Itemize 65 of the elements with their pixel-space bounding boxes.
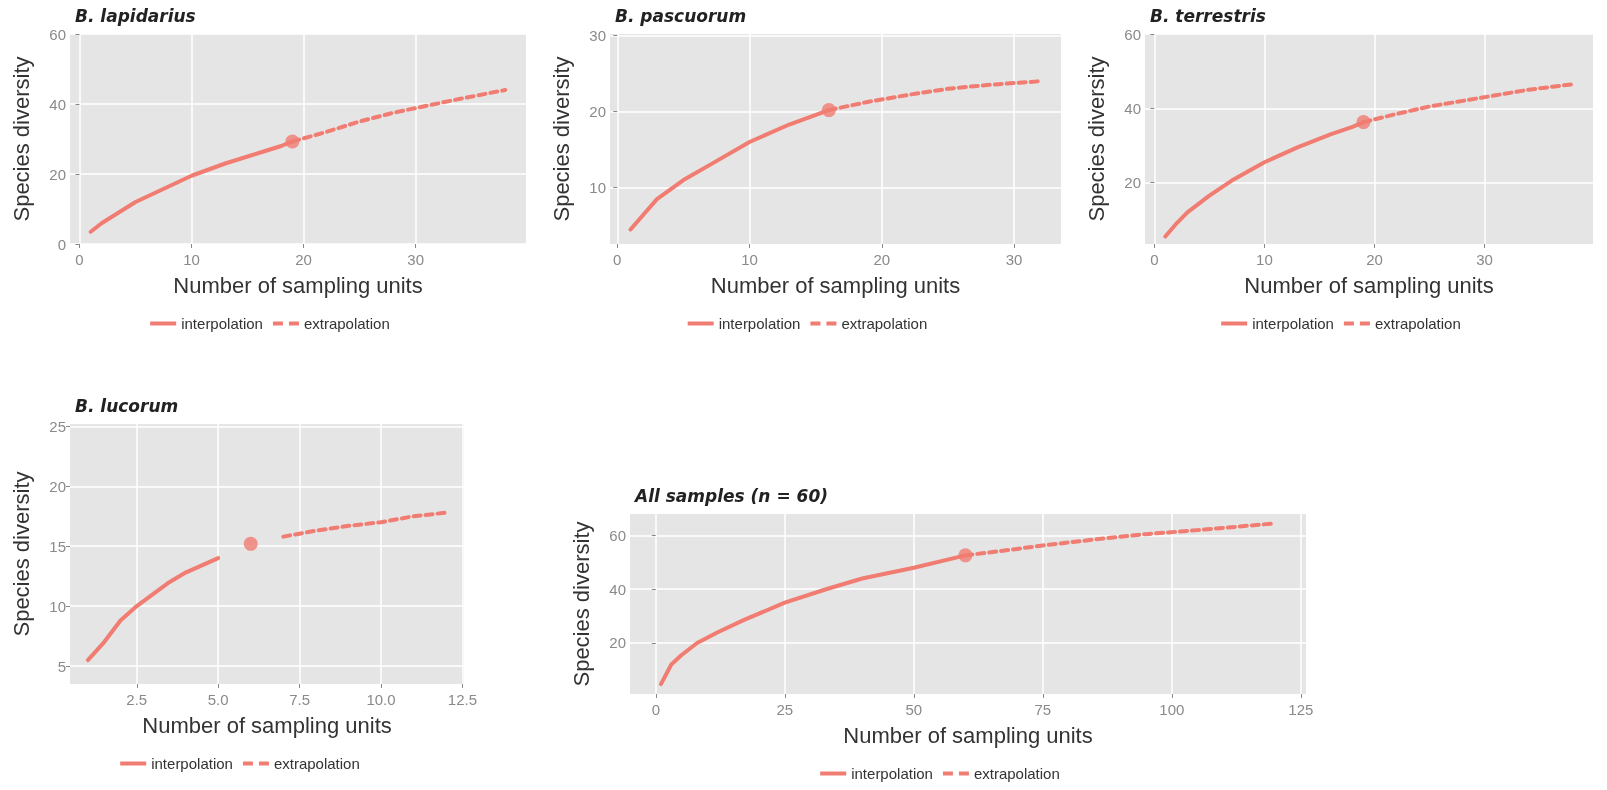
y-tick-label: 40 <box>49 95 66 113</box>
chart-title: All samples (n = 60) <box>633 485 828 506</box>
y-tick-label: 10 <box>49 597 66 615</box>
y-tick-label: 20 <box>609 634 626 652</box>
x-tick-label: 0 <box>1150 251 1159 268</box>
x-tick-label: 7.5 <box>289 691 311 708</box>
y-axis-title: Species diversity <box>568 521 594 687</box>
x-tick-label: 10 <box>1256 251 1273 268</box>
x-axis-title: Number of sampling units <box>710 272 961 298</box>
x-tick-label: 30 <box>1476 251 1493 268</box>
x-tick-label: 0 <box>651 701 660 718</box>
chart-title: B. lapidarius <box>75 5 196 26</box>
legend-label: extrapolation <box>1374 315 1461 332</box>
x-axis-title: Number of sampling units <box>843 722 1093 748</box>
y-tick-label: 10 <box>589 179 606 197</box>
x-tick-label: 20 <box>295 251 312 268</box>
x-tick-label: 10 <box>741 251 758 268</box>
y-tick-label: 20 <box>589 103 606 121</box>
legend-label: extrapolation <box>273 755 360 772</box>
y-axis-title: Species diversity <box>548 56 574 222</box>
chart-title: B. pascuorum <box>615 5 747 26</box>
x-tick-label: 12.5 <box>447 691 477 708</box>
legend-label: interpolation <box>151 755 233 772</box>
legend-label: interpolation <box>851 765 933 782</box>
y-tick-label: 15 <box>49 537 66 555</box>
x-tick-label: 5.0 <box>207 691 229 708</box>
y-tick-label: 0 <box>57 235 66 253</box>
chart-title: B. terrestris <box>1150 5 1266 26</box>
x-tick-label: 50 <box>905 701 923 718</box>
y-tick-label: 5 <box>57 657 66 675</box>
x-tick-label: 0 <box>75 251 84 268</box>
x-tick-label: 10.0 <box>366 691 396 708</box>
y-tick-label: 25 <box>49 417 66 435</box>
y-tick-label: 20 <box>49 477 66 495</box>
x-tick-label: 125 <box>1288 701 1314 718</box>
y-axis-title: Species diversity <box>8 56 34 222</box>
legend-label: interpolation <box>1252 315 1334 332</box>
x-tick-label: 30 <box>1005 251 1023 268</box>
x-tick-label: 30 <box>407 251 424 268</box>
y-tick-label: 60 <box>49 25 66 43</box>
y-tick-label: 60 <box>1124 25 1141 43</box>
y-tick-label: 40 <box>609 580 626 598</box>
chart-title: B. lucorum <box>75 395 179 416</box>
legend-label: interpolation <box>718 315 801 332</box>
x-axis-title: Number of sampling units <box>142 712 392 738</box>
legend-label: interpolation <box>181 315 263 332</box>
legend-label: extrapolation <box>973 765 1060 782</box>
x-tick-label: 20 <box>873 251 891 268</box>
x-tick-label: 20 <box>1366 251 1383 268</box>
x-tick-label: 100 <box>1159 701 1185 718</box>
y-tick-label: 20 <box>49 165 66 183</box>
x-tick-label: 10 <box>183 251 200 268</box>
legend-label: extrapolation <box>303 315 390 332</box>
x-tick-label: 2.5 <box>126 691 148 708</box>
y-axis-title: Species diversity <box>8 471 34 637</box>
x-tick-label: 75 <box>1034 701 1052 718</box>
y-tick-label: 20 <box>1124 174 1141 192</box>
x-axis-title: Number of sampling units <box>173 272 423 298</box>
y-tick-label: 30 <box>589 27 606 45</box>
y-tick-label: 60 <box>609 526 626 544</box>
y-axis-title: Species diversity <box>1083 56 1109 222</box>
y-tick-label: 40 <box>1124 99 1141 117</box>
x-tick-label: 25 <box>776 701 794 718</box>
legend-label: extrapolation <box>841 315 928 332</box>
x-axis-title: Number of sampling units <box>1244 272 1494 298</box>
